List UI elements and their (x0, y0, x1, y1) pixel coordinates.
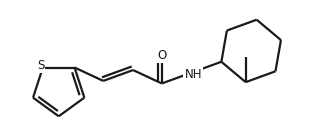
Text: NH: NH (184, 68, 202, 81)
Text: O: O (157, 49, 166, 62)
Text: S: S (37, 59, 44, 72)
